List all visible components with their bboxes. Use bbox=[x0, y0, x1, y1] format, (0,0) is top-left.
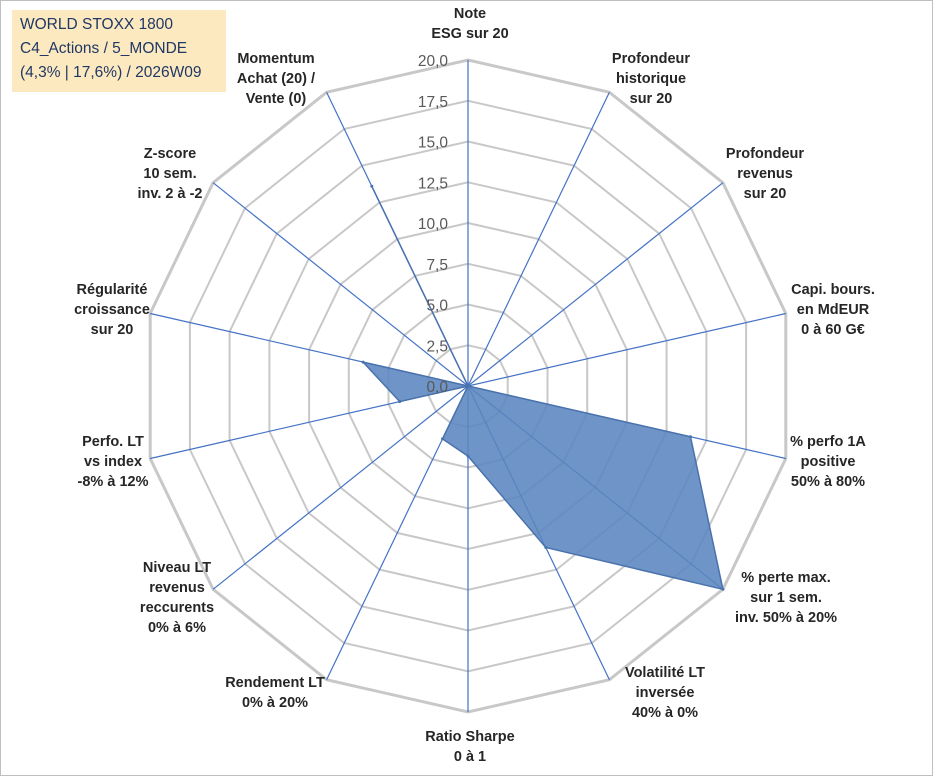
axis-label: % perfo 1A positive 50% à 80% bbox=[790, 434, 866, 490]
title-line-2: C4_Actions / 5_MONDE bbox=[20, 40, 188, 57]
axis-label: Note ESG sur 20 bbox=[431, 6, 508, 42]
axis-label: Momentum Achat (20) / Vente (0) bbox=[237, 51, 315, 107]
radial-tick-label: 15,0 bbox=[418, 135, 449, 152]
axis-spoke bbox=[212, 182, 469, 387]
radial-tick-label: 12,5 bbox=[418, 175, 448, 192]
axis-label: Z-score 10 sem. inv. 2 à -2 bbox=[137, 146, 202, 202]
axis-label: Profondeur historique sur 20 bbox=[612, 51, 690, 107]
axis-label: Régularité croissance sur 20 bbox=[74, 282, 150, 338]
axis-spoke bbox=[467, 92, 610, 387]
radial-tick-label: 5,0 bbox=[426, 298, 448, 315]
series-point bbox=[689, 435, 692, 439]
series-point bbox=[398, 400, 402, 404]
series-point bbox=[466, 384, 470, 388]
radial-tick-labels: 0,0 2,5 5,0 7,5 10,0 12,5 15,0 17,5 20,0 bbox=[418, 53, 449, 396]
series-point bbox=[370, 184, 374, 188]
axis-label: Volatilité LT inversée 40% à 0% bbox=[625, 665, 705, 721]
radial-tick-label: 20,0 bbox=[418, 53, 449, 70]
radar-series bbox=[360, 184, 725, 591]
axis-labels: Note ESG sur 20 Profondeur historique sur 20… bbox=[74, 6, 875, 765]
radial-tick-label: 10,0 bbox=[418, 216, 449, 233]
axis-spoke bbox=[467, 312, 786, 387]
series-point bbox=[441, 437, 444, 441]
series-area bbox=[360, 185, 724, 591]
series-point bbox=[544, 546, 548, 549]
axis-label: % perte max. sur 1 sem. inv. 50% à 20% bbox=[735, 570, 837, 626]
axis-label: Profondeur revenus sur 20 bbox=[726, 146, 804, 202]
series-point bbox=[466, 454, 470, 458]
axis-label: Capi. bours. en MdEUR 0 à 60 G€ bbox=[791, 282, 875, 338]
title-box: WORLD STOXX 1800 C4_Actions / 5_MONDE (4… bbox=[12, 10, 226, 92]
title-line-3: (4,3% | 17,6%) / 2026W09 bbox=[20, 64, 202, 81]
radial-tick-label: 17,5 bbox=[418, 94, 448, 111]
axis-spoke bbox=[212, 385, 469, 590]
radial-tick-label: 0,0 bbox=[426, 379, 448, 396]
axis-label: Ratio Sharpe 0 à 1 bbox=[425, 729, 514, 765]
axis-spoke bbox=[467, 182, 724, 387]
series-point bbox=[721, 587, 725, 591]
radial-tick-label: 7,5 bbox=[426, 257, 448, 274]
axis-label: Perfo. LT vs index -8% à 12% bbox=[78, 434, 149, 490]
title-line-1: WORLD STOXX 1800 bbox=[20, 16, 174, 33]
series-point bbox=[361, 360, 365, 364]
axis-label: Rendement LT 0% à 20% bbox=[225, 675, 325, 711]
axis-label: Niveau LT revenus reccurents 0% à 6% bbox=[140, 560, 214, 636]
radial-tick-label: 2,5 bbox=[426, 338, 448, 355]
